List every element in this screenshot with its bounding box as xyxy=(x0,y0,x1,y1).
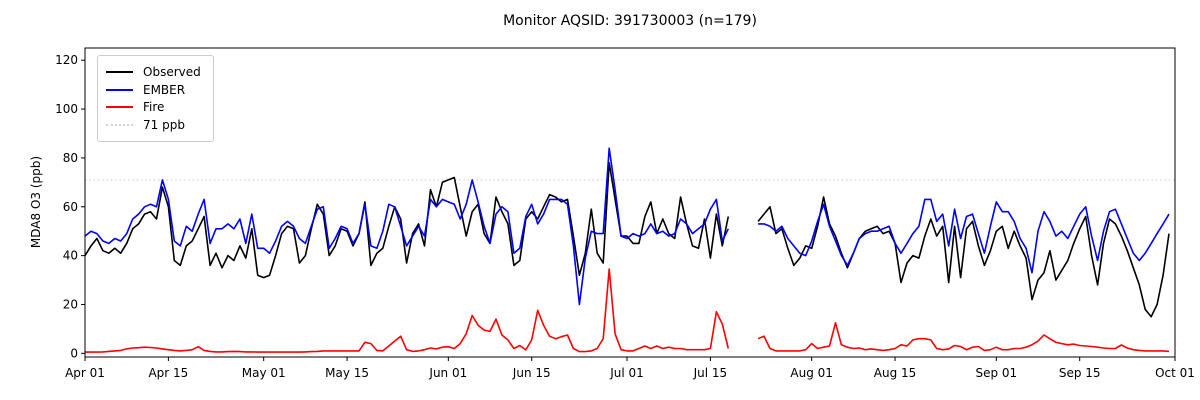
x-tick-label: Jun 15 xyxy=(512,366,551,380)
x-tick-label: Oct 01 xyxy=(1155,366,1195,380)
series-line-fire xyxy=(757,321,1170,353)
y-tick-label: 120 xyxy=(55,53,78,67)
legend-line-sample xyxy=(106,88,133,91)
x-tick-label: Sep 15 xyxy=(1059,366,1101,380)
y-tick-label: 0 xyxy=(70,346,78,360)
legend-label: EMBER xyxy=(143,82,186,97)
y-tick-label: 80 xyxy=(63,151,78,165)
axes-box xyxy=(84,47,1176,358)
y-tick-label: 60 xyxy=(63,200,78,214)
legend-item-observed: Observed xyxy=(106,63,201,81)
x-tick-label: Aug 15 xyxy=(874,366,917,380)
series-line-fire xyxy=(85,268,730,353)
legend-line-sample xyxy=(106,106,133,109)
y-tick-label: 40 xyxy=(63,249,78,263)
legend-item-71-ppb: 71 ppb xyxy=(106,116,201,134)
legend-label: Fire xyxy=(143,100,165,115)
chart-title: Monitor AQSID: 391730003 (n=179) xyxy=(503,13,757,29)
x-tick-label: Jul 15 xyxy=(693,366,728,380)
series-line-ember xyxy=(84,147,730,306)
x-tick-label: Jul 01 xyxy=(609,366,644,380)
y-tick-label: 100 xyxy=(55,102,78,116)
x-tick-label: Sep 01 xyxy=(975,366,1017,380)
y-tick-label: 20 xyxy=(63,297,78,311)
legend-label: 71 ppb xyxy=(143,118,185,133)
x-tick-label: May 15 xyxy=(325,366,369,380)
x-tick-label: Apr 15 xyxy=(148,366,188,380)
series-line-ember xyxy=(758,198,1170,274)
x-tick-label: Apr 01 xyxy=(65,366,105,380)
series-line-observed xyxy=(757,196,1170,318)
legend-label: Observed xyxy=(143,64,201,79)
x-tick-label: May 01 xyxy=(242,366,286,380)
legend-line-sample xyxy=(106,124,133,127)
x-tick-label: Aug 01 xyxy=(790,366,833,380)
legend-item-ember: EMBER xyxy=(106,81,201,99)
legend-item-fire: Fire xyxy=(106,99,201,117)
legend: Observed EMBER Fire 71 ppb xyxy=(97,55,214,142)
x-tick-label: Jun 01 xyxy=(428,366,467,380)
legend-line-sample xyxy=(106,70,133,73)
